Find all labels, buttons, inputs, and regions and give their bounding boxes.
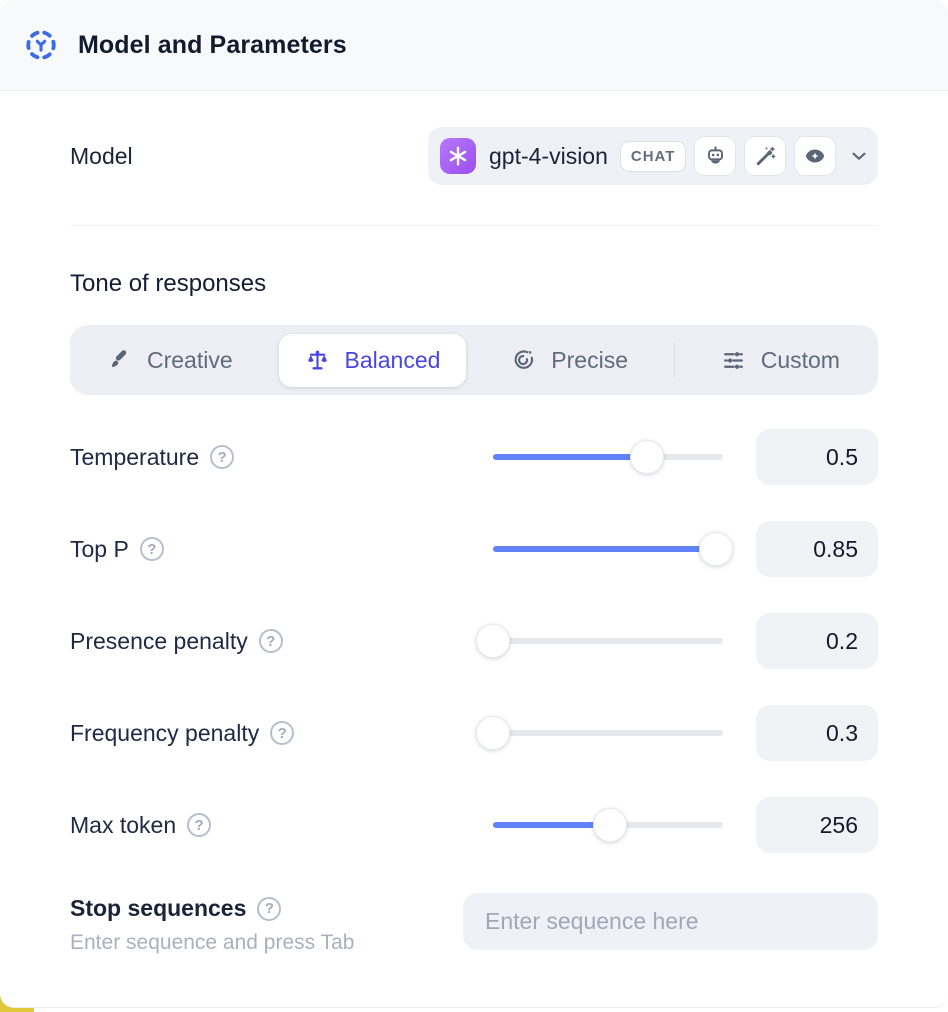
slider-fill	[493, 822, 611, 828]
slider-thumb[interactable]	[699, 532, 734, 566]
stop-sequence-input[interactable]	[463, 893, 878, 950]
scales-icon	[305, 348, 330, 373]
help-icon[interactable]: ?	[210, 445, 235, 469]
max-token-slider[interactable]	[493, 808, 723, 842]
panel-content: Model	[0, 127, 948, 955]
tone-heading: Tone of responses	[70, 270, 267, 297]
model-hub-icon	[24, 28, 58, 62]
help-icon[interactable]: ?	[187, 813, 212, 837]
slider-thumb[interactable]	[476, 624, 510, 658]
slider-thumb[interactable]	[630, 440, 665, 474]
top-p-slider[interactable]	[493, 532, 734, 566]
param-row-presence-penalty: Presence penalty ? 0.2	[70, 613, 878, 669]
param-row-top-p: Top P ? 0.85	[70, 521, 878, 577]
stop-sequences-label: Stop sequences	[70, 895, 247, 921]
tone-option-label: Balanced	[344, 346, 441, 373]
param-row-max-token: Max token ? 256	[70, 797, 878, 853]
slider-track[interactable]	[493, 638, 723, 644]
slider-track[interactable]	[493, 730, 723, 736]
presence-penalty-slider[interactable]	[476, 624, 723, 658]
tone-option-label: Custom	[760, 346, 840, 373]
param-row-temperature: Temperature ? 0.5	[70, 429, 878, 485]
openai-logo-icon	[440, 138, 476, 174]
selected-model-name: gpt-4-vision	[489, 142, 608, 169]
param-label: Max token	[70, 811, 177, 838]
slider-fill	[493, 454, 648, 460]
help-icon[interactable]: ?	[257, 896, 282, 921]
model-row: Model	[70, 127, 878, 185]
vision-icon	[794, 136, 837, 176]
top-p-value[interactable]: 0.85	[756, 521, 878, 577]
stop-sequences-row: Stop sequences ? Enter sequence and pres…	[70, 893, 878, 955]
target-icon	[512, 348, 536, 372]
param-label: Presence penalty	[70, 627, 248, 654]
tone-option-balanced[interactable]: Balanced	[278, 333, 467, 387]
slider-thumb[interactable]	[476, 716, 510, 750]
max-token-value[interactable]: 256	[756, 797, 878, 853]
section-divider	[70, 225, 878, 226]
tone-option-label: Creative	[147, 346, 233, 373]
param-row-frequency-penalty: Frequency penalty ? 0.3	[70, 705, 878, 761]
tone-option-custom[interactable]: Custom	[721, 347, 840, 374]
segment-divider	[673, 342, 675, 378]
model-type-badge: CHAT	[619, 140, 687, 172]
tone-option-label: Precise	[551, 346, 628, 373]
help-icon[interactable]: ?	[258, 629, 283, 653]
stop-sequences-hint: Enter sequence and press Tab	[70, 931, 355, 954]
help-icon[interactable]: ?	[139, 537, 164, 561]
bot-icon	[694, 136, 737, 176]
temperature-value[interactable]: 0.5	[756, 429, 878, 485]
model-label: Model	[70, 142, 133, 169]
sliders-icon	[721, 348, 746, 373]
panel-header: Model and Parameters	[0, 0, 948, 91]
tone-segmented-control: Creative Balanced	[70, 325, 878, 395]
param-label: Frequency penalty	[70, 719, 260, 746]
tone-option-creative[interactable]: Creative	[108, 347, 233, 374]
slider-thumb[interactable]	[593, 808, 628, 842]
tone-option-precise[interactable]: Precise	[512, 347, 628, 374]
frequency-penalty-value[interactable]: 0.3	[756, 705, 878, 761]
param-label: Top P	[70, 535, 129, 562]
frequency-penalty-slider[interactable]	[476, 716, 723, 750]
temperature-slider[interactable]	[493, 440, 723, 474]
panel-title: Model and Parameters	[78, 30, 347, 59]
help-icon[interactable]: ?	[270, 721, 295, 745]
model-select[interactable]: gpt-4-vision CHAT	[428, 127, 878, 185]
brush-icon	[108, 348, 132, 372]
slider-fill	[493, 546, 717, 552]
presence-penalty-value[interactable]: 0.2	[756, 613, 878, 669]
param-label: Temperature	[70, 443, 200, 470]
chevron-down-icon[interactable]	[848, 145, 870, 167]
wand-icon	[744, 136, 787, 176]
